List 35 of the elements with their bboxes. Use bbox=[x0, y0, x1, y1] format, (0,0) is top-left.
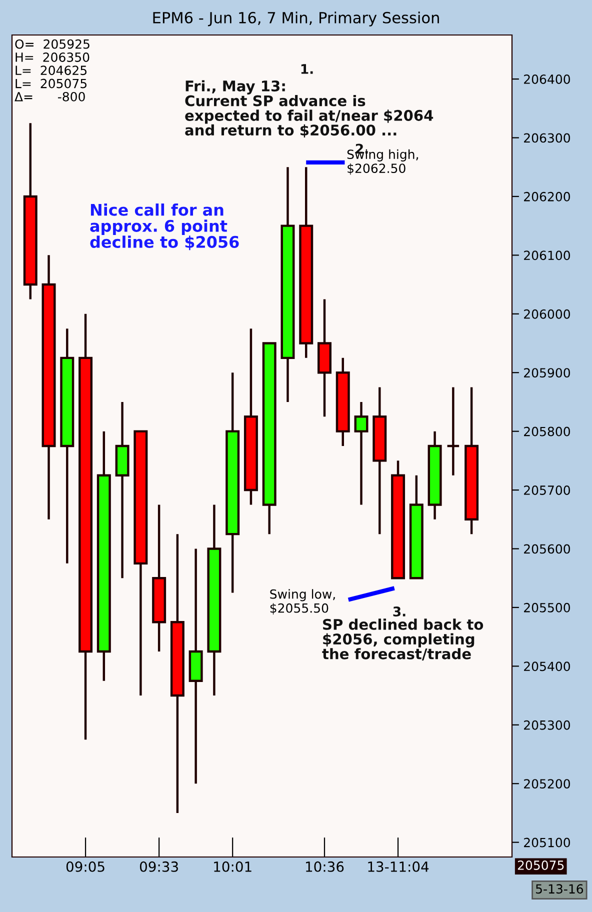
annotation: 3. bbox=[393, 606, 406, 617]
chart-title: EPM6 - Jun 16, 7 Min, Primary Session bbox=[153, 12, 439, 26]
x-tick-label: 10:01 bbox=[214, 861, 252, 872]
annotation: O= 205925 bbox=[15, 39, 90, 49]
y-tick-label: 205300 bbox=[524, 720, 570, 730]
annotation: L= 205075 bbox=[16, 78, 87, 88]
y-tick-label: 206200 bbox=[524, 192, 570, 202]
annotation: Swing low, $2055.50 bbox=[270, 589, 335, 614]
annotation: L= 204625 bbox=[16, 66, 87, 76]
candlestick bbox=[354, 400, 368, 506]
y-tick-label: 205700 bbox=[524, 486, 570, 495]
text: 5-13-16 bbox=[536, 884, 584, 894]
y-tick-label: 205100 bbox=[524, 838, 570, 848]
y-tick-label: 206000 bbox=[524, 309, 570, 319]
annotation: 1. bbox=[301, 64, 313, 74]
annotation: Nice call for an approx. 6 point decline to $2056 bbox=[90, 204, 239, 250]
x-tick-label: 10:36 bbox=[306, 861, 344, 872]
y-tick-label: 205800 bbox=[524, 426, 570, 436]
y-tick-label: 205500 bbox=[524, 602, 570, 612]
annotation: Fri., May 13: Current SP advance is expected to fail at/near $2064 and return to $2056.00 ... bbox=[185, 80, 434, 138]
x-tick-label: 09:33 bbox=[140, 861, 178, 872]
x-tick-label: 09:05 bbox=[66, 861, 104, 872]
y-tick-label: 205400 bbox=[524, 662, 570, 672]
y-tick-label: 206300 bbox=[524, 133, 570, 143]
y-tick-label: 205200 bbox=[524, 779, 570, 789]
y-tick-label: 206100 bbox=[524, 250, 570, 260]
annotation: SP declined back to $2056, completing the forecast/trade bbox=[322, 618, 484, 661]
y-tick-label: 205600 bbox=[524, 544, 570, 554]
candlestick bbox=[446, 386, 460, 476]
annotation: Δ= -800 bbox=[14, 92, 85, 102]
text: 205075 bbox=[518, 860, 564, 870]
y-tick-label: 205900 bbox=[524, 368, 570, 378]
annotation: H= 206350 bbox=[16, 52, 90, 62]
x-tick-label: 13-11:04 bbox=[368, 861, 429, 872]
y-tick-label: 206400 bbox=[524, 74, 570, 84]
